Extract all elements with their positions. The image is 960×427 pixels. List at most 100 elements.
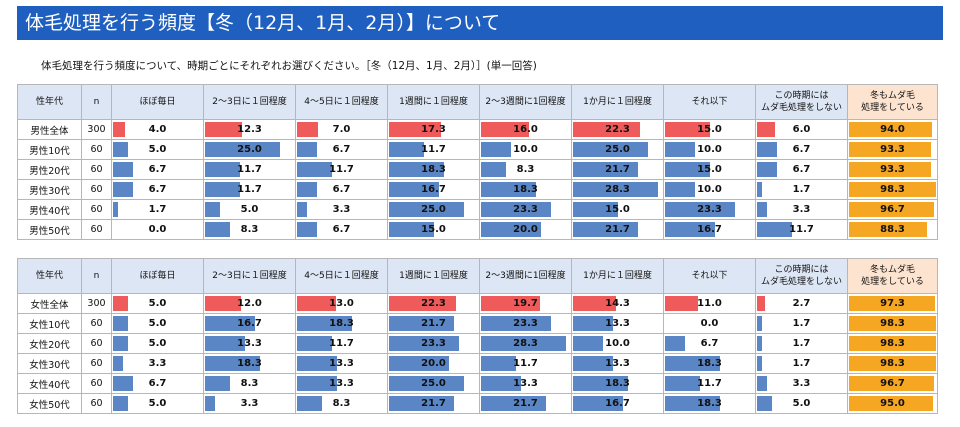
value-cell: 8.3 [203,373,296,394]
value-label: 97.3 [880,298,905,309]
value-cell: 6.7 [295,179,388,200]
value-label: 6.7 [332,184,351,195]
value-label: 21.7 [421,398,446,409]
sample-size: 60 [81,179,112,200]
value-bar [389,162,444,177]
value-bar [481,162,506,177]
value-label: 98.3 [880,318,905,329]
sample-size: 60 [81,199,112,220]
row-label: 男性40代 [17,199,82,220]
value-label: 11.7 [789,224,814,235]
value-bar [113,162,133,177]
value-cell: 93.3 [847,139,938,160]
value-bar [481,296,540,311]
value-label: 93.3 [880,144,905,155]
value-label: 11.7 [237,184,262,195]
value-label: 20.0 [513,224,538,235]
value-label: 1.7 [792,318,811,329]
column-header: n [81,258,112,294]
value-bar [573,182,658,197]
value-label: 10.0 [605,338,630,349]
value-cell: 23.3 [479,313,572,334]
value-bar [573,162,638,177]
value-cell: 12.3 [203,119,296,140]
value-bar [205,296,241,311]
table-row: 女性40代 60 6.7 8.3 13.3 25.0 13.3 18.3 11.7 3.3 96.7 [17,373,938,394]
column-header: 1週間に１回程度 [387,84,480,120]
value-bar [389,122,441,137]
value-cell: 16.0 [479,119,572,140]
value-label: 6.7 [792,144,811,155]
page-title: 体毛処理を行う頻度【冬（12月、1月、2月）】について [17,6,943,40]
value-cell: 28.3 [479,333,572,354]
value-label: 8.3 [240,378,259,389]
value-label: 5.0 [148,318,167,329]
value-cell: 19.7 [479,293,572,314]
value-label: 28.3 [605,184,630,195]
value-bar [757,162,777,177]
value-label: 96.7 [880,204,905,215]
value-bar [665,296,698,311]
value-cell: 11.7 [203,159,296,180]
value-label: 0.0 [148,224,167,235]
value-cell: 0.0 [111,219,204,240]
value-label: 11.7 [237,164,262,175]
value-label: 6.7 [700,338,719,349]
table-row: 男性30代 60 6.7 11.7 6.7 16.7 18.3 28.3 10.0 1.7 98.3 [17,179,938,200]
value-label: 13.3 [329,358,354,369]
value-label: 11.0 [697,298,722,309]
value-bar [205,316,255,331]
value-cell: 5.0 [111,293,204,314]
row-label: 女性30代 [17,353,82,374]
column-header: 4～5日に１回程度 [295,258,388,294]
value-cell: 11.7 [387,139,480,160]
value-bar [757,316,762,331]
value-cell: 98.3 [847,333,938,354]
value-bar [297,316,352,331]
column-header: 2～3日に１回程度 [203,258,296,294]
value-cell: 15.0 [663,159,756,180]
value-bar [297,296,336,311]
value-label: 6.0 [792,124,811,135]
value-cell: 6.7 [663,333,756,354]
value-bar [849,336,936,351]
value-cell: 16.7 [387,179,480,200]
value-cell: 22.3 [571,119,664,140]
value-bar [573,336,603,351]
value-label: 15.0 [421,224,446,235]
value-label: 13.3 [605,318,630,329]
value-cell: 3.3 [755,199,848,220]
value-label: 7.0 [332,124,351,135]
value-label: 1.7 [792,338,811,349]
column-header: 冬もムダ毛 処理をしている [847,258,938,294]
value-cell: 21.7 [571,159,664,180]
value-cell: 15.0 [571,199,664,220]
value-label: 5.0 [148,398,167,409]
sample-size: 300 [81,293,112,314]
value-label: 16.7 [421,184,446,195]
sample-size: 60 [81,333,112,354]
value-label: 3.3 [332,204,351,215]
value-label: 3.3 [148,358,167,369]
column-header: 2～3週間に1回程度 [479,84,572,120]
sample-size: 60 [81,393,112,414]
value-cell: 11.7 [203,179,296,200]
value-label: 98.3 [880,338,905,349]
table-row: 男性10代 60 5.0 25.0 6.7 11.7 10.0 25.0 10.0 6.7 93.3 [17,139,938,160]
value-label: 5.0 [148,338,167,349]
value-label: 18.3 [237,358,262,369]
value-bar [297,396,322,411]
value-cell: 13.3 [295,353,388,374]
row-label: 男性10代 [17,139,82,160]
value-label: 16.7 [237,318,262,329]
row-label: 男性20代 [17,159,82,180]
row-label: 女性10代 [17,313,82,334]
value-label: 16.7 [697,224,722,235]
value-bar [665,142,695,157]
value-label: 5.0 [240,204,259,215]
value-bar [573,356,613,371]
value-bar [849,316,936,331]
value-cell: 1.7 [755,333,848,354]
value-label: 15.0 [605,204,630,215]
value-bar [205,376,230,391]
